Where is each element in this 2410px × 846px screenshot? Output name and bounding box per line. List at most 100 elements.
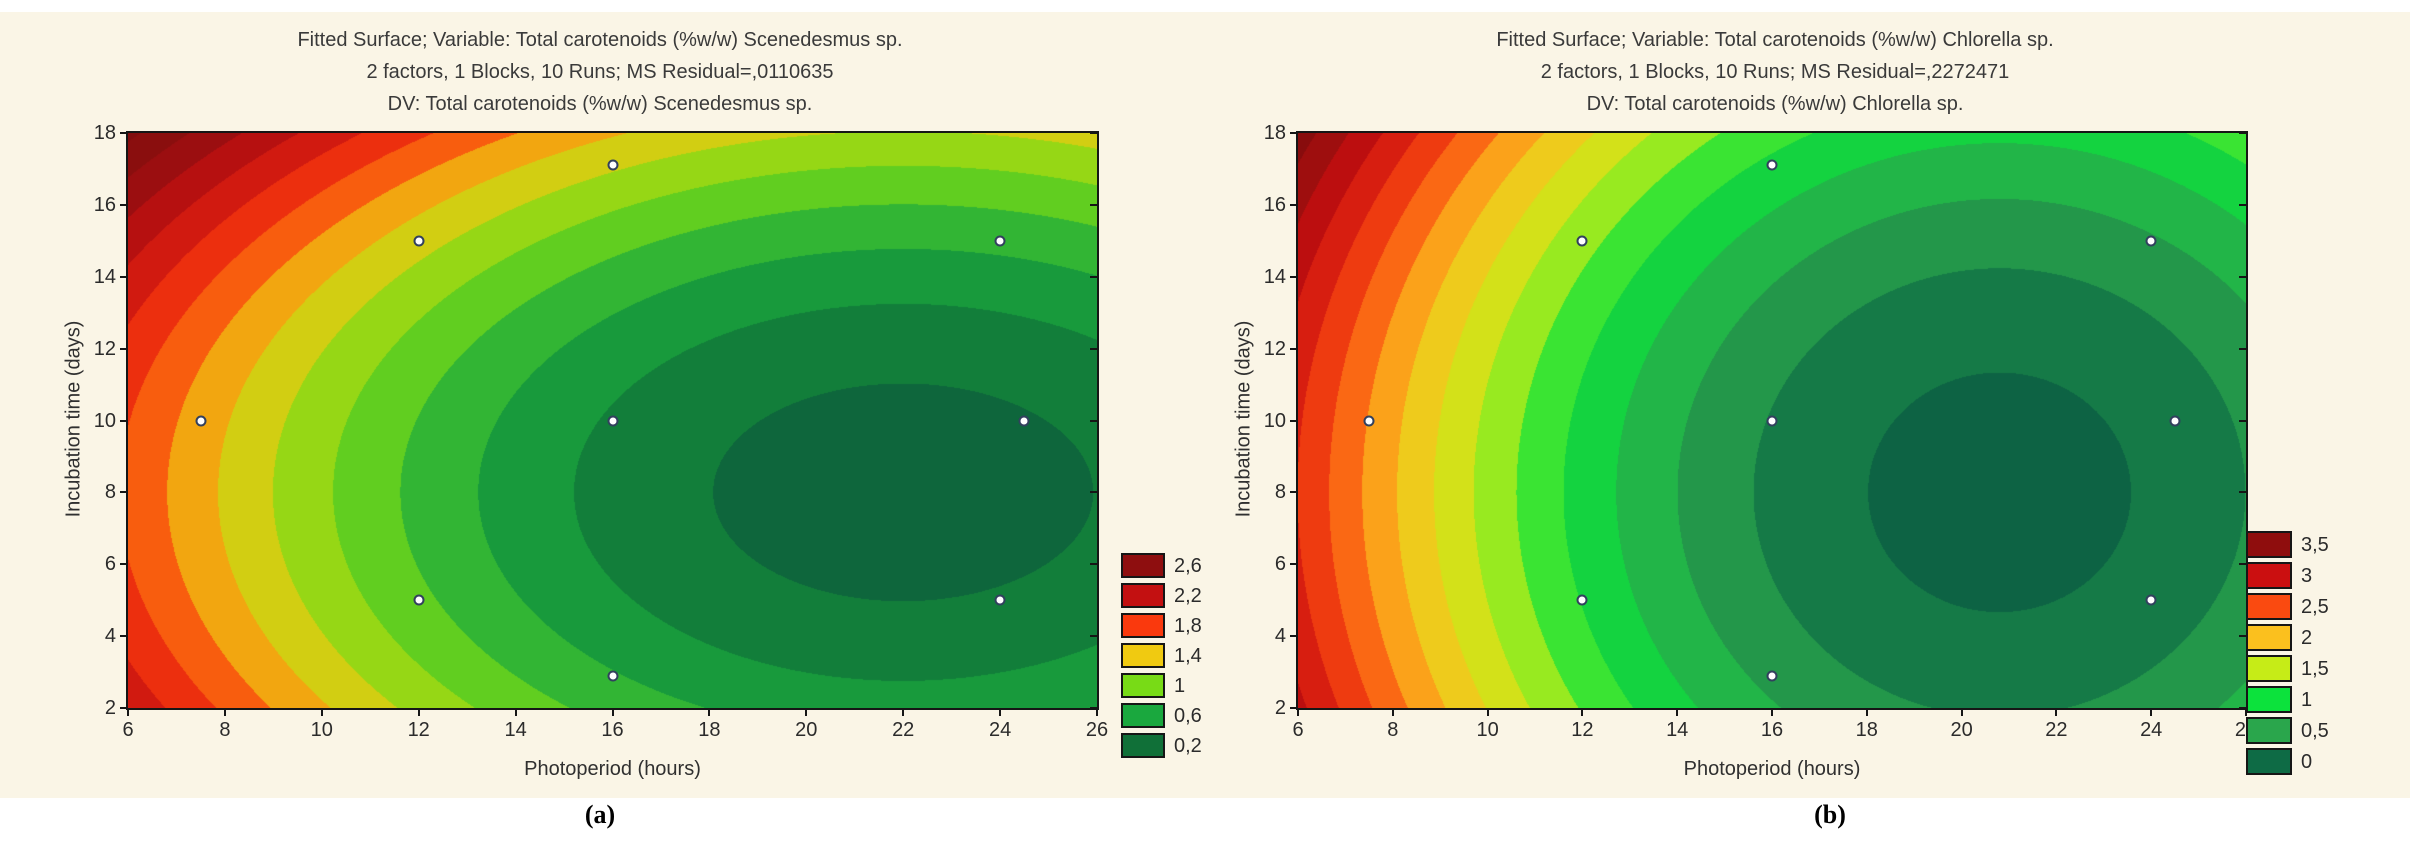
plot-a-title-block: Fitted Surface; Variable: Total caroteno… bbox=[60, 24, 1140, 120]
x-tick-mark bbox=[417, 708, 420, 716]
x-tick-mark bbox=[1676, 708, 1679, 716]
legend-entry: 0 bbox=[2246, 748, 2329, 775]
legend-swatch bbox=[2246, 717, 2292, 744]
legend-swatch bbox=[1121, 613, 1165, 638]
y-tick-mark-inner bbox=[2239, 275, 2246, 278]
y-tick-label: 10 bbox=[1263, 409, 1286, 432]
legend-swatch bbox=[2246, 593, 2292, 620]
plot-b-title-block: Fitted Surface; Variable: Total caroteno… bbox=[1255, 24, 2295, 120]
figure-caption-b: (b) bbox=[1814, 800, 1846, 829]
design-point bbox=[2145, 235, 2157, 247]
x-tick-label: 18 bbox=[1855, 719, 1878, 741]
x-tick-mark bbox=[514, 708, 517, 716]
plot-a-area: 6 8 10 12 14 16 18 20 22 24 26 2 4 6 8 10 12 14 16 18 bbox=[94, 123, 1108, 740]
legend-entry: 0,5 bbox=[2246, 717, 2329, 744]
figure-caption-a: (a) bbox=[584, 800, 616, 829]
plot-b-y-axis-title: Incubation time (days) bbox=[1232, 320, 1255, 518]
y-tick-mark-inner bbox=[2239, 203, 2246, 206]
x-tick-label: 14 bbox=[1666, 719, 1689, 741]
y-tick-label: 4 bbox=[1274, 625, 1286, 648]
y-tick-mark bbox=[120, 132, 128, 134]
legend-entry: 1,8 bbox=[1121, 613, 1202, 638]
x-tick-label: 22 bbox=[2045, 719, 2068, 741]
legend-swatch bbox=[2246, 624, 2292, 651]
x-tick-mark bbox=[127, 708, 129, 716]
y-tick-label: 14 bbox=[93, 265, 116, 288]
x-tick-label: 12 bbox=[407, 719, 430, 741]
legend-swatch bbox=[2246, 686, 2292, 713]
design-point bbox=[1766, 415, 1778, 426]
plot-b-x-axis-title: Photoperiod (hours) bbox=[1683, 758, 1861, 780]
design-point bbox=[1766, 159, 1778, 171]
y-tick-mark-inner bbox=[1090, 635, 1097, 638]
legend-entry: 0,2 bbox=[1121, 733, 1202, 758]
x-tick-label: 12 bbox=[1571, 719, 1594, 741]
legend-value-label: 0,5 bbox=[2301, 719, 2329, 742]
design-point bbox=[1018, 415, 1030, 426]
x-tick-mark bbox=[1486, 708, 1489, 716]
x-tick-label: 24 bbox=[988, 719, 1012, 741]
legend-swatch bbox=[2246, 531, 2292, 558]
x-tick-mark bbox=[708, 708, 711, 716]
y-tick-label: 4 bbox=[104, 625, 116, 648]
legend-value-label: 2,5 bbox=[2301, 595, 2329, 618]
x-tick-label: 16 bbox=[601, 719, 624, 741]
y-tick-label: 14 bbox=[1263, 265, 1286, 288]
y-tick-label: 10 bbox=[93, 409, 116, 432]
legend-entry: 2,5 bbox=[2246, 593, 2329, 620]
legend-value-label: 2,6 bbox=[1174, 554, 1202, 577]
legend-swatch bbox=[2246, 748, 2292, 775]
legend-swatch bbox=[2246, 655, 2292, 682]
y-tick-mark-inner bbox=[1090, 347, 1097, 350]
y-tick-label: 16 bbox=[1263, 193, 1286, 216]
plot-b-title-line-2: 2 factors, 1 Blocks, 10 Runs; MS Residua… bbox=[1540, 61, 2010, 83]
legend-swatch bbox=[1121, 583, 1165, 608]
y-tick-mark bbox=[120, 419, 128, 422]
y-tick-mark-inner bbox=[1090, 563, 1097, 566]
x-tick-mark bbox=[1581, 708, 1584, 716]
design-point bbox=[607, 159, 618, 171]
x-tick-label: 8 bbox=[1387, 719, 1399, 741]
y-tick-mark bbox=[1290, 347, 1298, 350]
x-tick-mark bbox=[805, 708, 808, 716]
x-tick-mark bbox=[223, 708, 226, 716]
x-tick-label: 16 bbox=[1760, 719, 1784, 741]
y-tick-mark-inner bbox=[1090, 419, 1097, 422]
y-tick-mark bbox=[1290, 635, 1298, 638]
y-tick-mark-inner bbox=[2239, 132, 2246, 134]
y-tick-label: 6 bbox=[1274, 553, 1286, 576]
legend-value-label: 1,4 bbox=[1174, 644, 1202, 667]
x-tick-label: 20 bbox=[795, 719, 818, 741]
plot-a-title-line-1: Fitted Surface; Variable: Total caroteno… bbox=[297, 29, 903, 51]
x-tick-mark bbox=[2150, 708, 2153, 716]
y-tick-mark bbox=[1290, 275, 1298, 278]
legend-entry: 1 bbox=[1121, 673, 1202, 698]
design-point bbox=[1363, 415, 1375, 426]
y-tick-mark bbox=[1290, 491, 1298, 494]
x-tick-label: 20 bbox=[1950, 719, 1973, 741]
x-tick-mark bbox=[999, 708, 1002, 716]
design-point bbox=[607, 415, 618, 426]
x-tick-label: 6 bbox=[122, 719, 134, 741]
x-tick-label: 10 bbox=[1476, 719, 1499, 741]
legend-value-label: 0 bbox=[2301, 750, 2313, 773]
design-point bbox=[1576, 235, 1588, 247]
y-tick-mark-inner bbox=[2239, 347, 2246, 350]
plot-a-y-axis-title: Incubation time (days) bbox=[62, 320, 85, 518]
y-tick-label: 8 bbox=[1274, 481, 1286, 504]
x-tick-mark bbox=[611, 708, 614, 716]
x-tick-label: 22 bbox=[892, 719, 915, 741]
legend-entry: 2,2 bbox=[1121, 583, 1202, 608]
y-tick-mark bbox=[1290, 563, 1298, 566]
x-tick-mark bbox=[1096, 708, 1098, 716]
design-point bbox=[2169, 415, 2181, 426]
design-point bbox=[994, 594, 1006, 606]
legend-entry: 1 bbox=[2246, 686, 2329, 713]
y-tick-mark bbox=[1290, 707, 1298, 709]
x-tick-mark bbox=[1297, 708, 1299, 716]
y-tick-label: 8 bbox=[104, 481, 116, 504]
legend-entry: 0,6 bbox=[1121, 703, 1202, 728]
y-tick-mark bbox=[120, 563, 128, 566]
legend-swatch bbox=[1121, 553, 1165, 578]
